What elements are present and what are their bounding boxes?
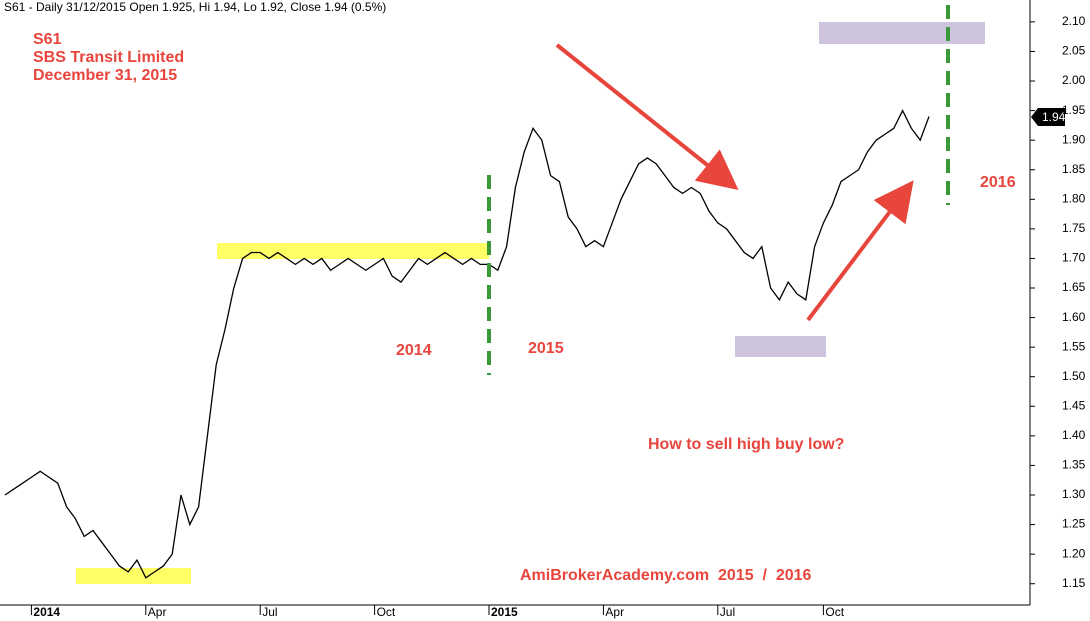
x-tick-label: Apr [605, 605, 624, 619]
x-tick-label: Oct [377, 605, 396, 619]
x-tick-label: 2014 [33, 605, 60, 619]
price-label: 1.94 [1042, 110, 1066, 124]
annotation: 2016 [980, 174, 1016, 191]
y-tick-label: 2.00 [1062, 73, 1086, 87]
y-tick-label: 1.40 [1062, 428, 1086, 442]
x-tick-label: 2015 [491, 605, 518, 619]
annotation: December 31, 2015 [33, 67, 177, 84]
y-tick-label: 1.70 [1062, 251, 1086, 265]
x-tick-label: Jul [720, 605, 735, 619]
highlight [819, 22, 985, 44]
y-tick-label: 1.60 [1062, 310, 1086, 324]
y-tick-label: 1.55 [1062, 339, 1086, 353]
price-line [4, 109, 930, 579]
y-tick-label: 2.05 [1062, 44, 1086, 58]
x-tick-label: Jul [262, 605, 277, 619]
annotation: S61 [33, 31, 62, 48]
chart-title: S61 - Daily 31/12/2015 Open 1.925, Hi 1.… [4, 0, 386, 14]
annotation: SBS Transit Limited [33, 49, 184, 66]
y-tick-label: 1.25 [1062, 517, 1086, 531]
plot [4, 109, 930, 579]
annotation: 2014 [396, 342, 432, 359]
y-tick-label: 2.10 [1062, 14, 1086, 28]
y-tick-label: 1.90 [1062, 132, 1086, 146]
price-tag [1031, 108, 1065, 126]
annotation: How to sell high buy low? [648, 436, 844, 453]
highlight [735, 336, 826, 357]
annotation: AmiBrokerAcademy.com 2015 / 2016 [520, 567, 812, 584]
y-tick-label: 1.30 [1062, 487, 1086, 501]
y-tick-label: 1.75 [1062, 221, 1086, 235]
y-tick-label: 1.20 [1062, 546, 1086, 560]
highlight [217, 243, 489, 259]
y-tick-label: 1.85 [1062, 162, 1086, 176]
y-tick-label: 1.45 [1062, 398, 1086, 412]
y-tick-label: 1.80 [1062, 191, 1086, 205]
y-tick-label: 1.15 [1062, 576, 1086, 590]
y-tick-label: 1.65 [1062, 280, 1086, 294]
y-tick-label: 1.50 [1062, 369, 1086, 383]
y-tick-label: 1.35 [1062, 458, 1086, 472]
arrow [806, 180, 914, 322]
arrow [555, 43, 739, 190]
y-tick-label: 1.95 [1062, 103, 1086, 117]
x-tick-label: Apr [148, 605, 167, 619]
x-tick-label: Oct [825, 605, 844, 619]
highlight [76, 568, 191, 584]
annotation: 2015 [528, 340, 564, 357]
